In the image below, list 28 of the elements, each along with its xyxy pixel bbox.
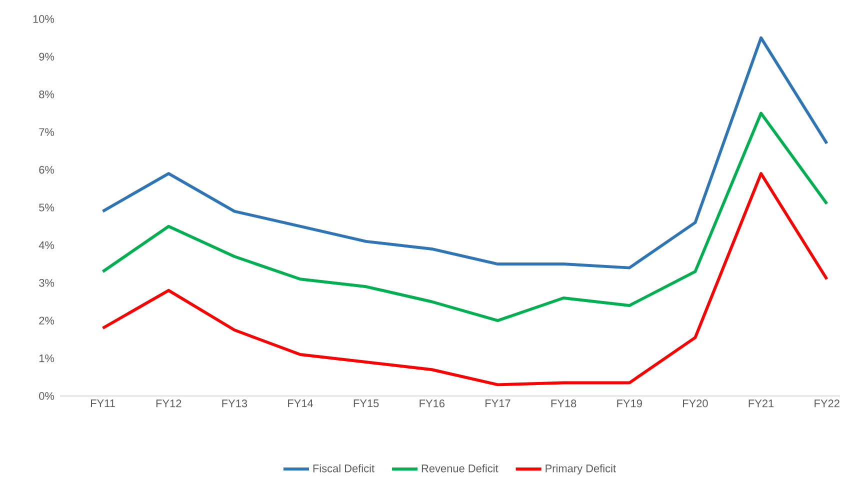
x-tick-label: FY22 [814,400,840,408]
y-tick-label: 10% [33,15,54,23]
y-tick-label: 6% [39,166,54,174]
x-tick-label: FY19 [617,400,642,408]
y-tick-label: 0% [39,392,54,400]
y-tick-label: 8% [39,90,54,98]
x-tick-label: FY21 [748,400,774,408]
y-tick-label: 2% [39,316,54,324]
x-tick-label: FY20 [683,400,708,408]
line-series [101,36,828,270]
y-tick-label: 3% [39,279,54,287]
legend-label: Revenue Deficit [422,464,498,472]
x-tick-label: FY17 [486,400,510,408]
line-series [101,112,828,322]
x-tick-label: FY14 [288,400,314,408]
y-tick-label: 1% [39,354,54,362]
y-tick-label: 9% [39,52,54,61]
y-tick-label: 5% [39,204,54,212]
x-tick-label: FY15 [354,400,379,408]
legend-label: Fiscal Deficit [313,464,374,472]
x-tick-label: FY12 [156,400,182,408]
y-tick-label: 4% [38,241,54,250]
y-tick-label: 7% [39,128,54,136]
x-tick-label: FY16 [420,400,445,408]
x-tick-label: FY18 [551,400,576,408]
x-tick-label: FY11 [91,400,115,408]
x-tick-label: FY13 [222,400,248,408]
legend-label: Primary Deficit [546,464,616,474]
